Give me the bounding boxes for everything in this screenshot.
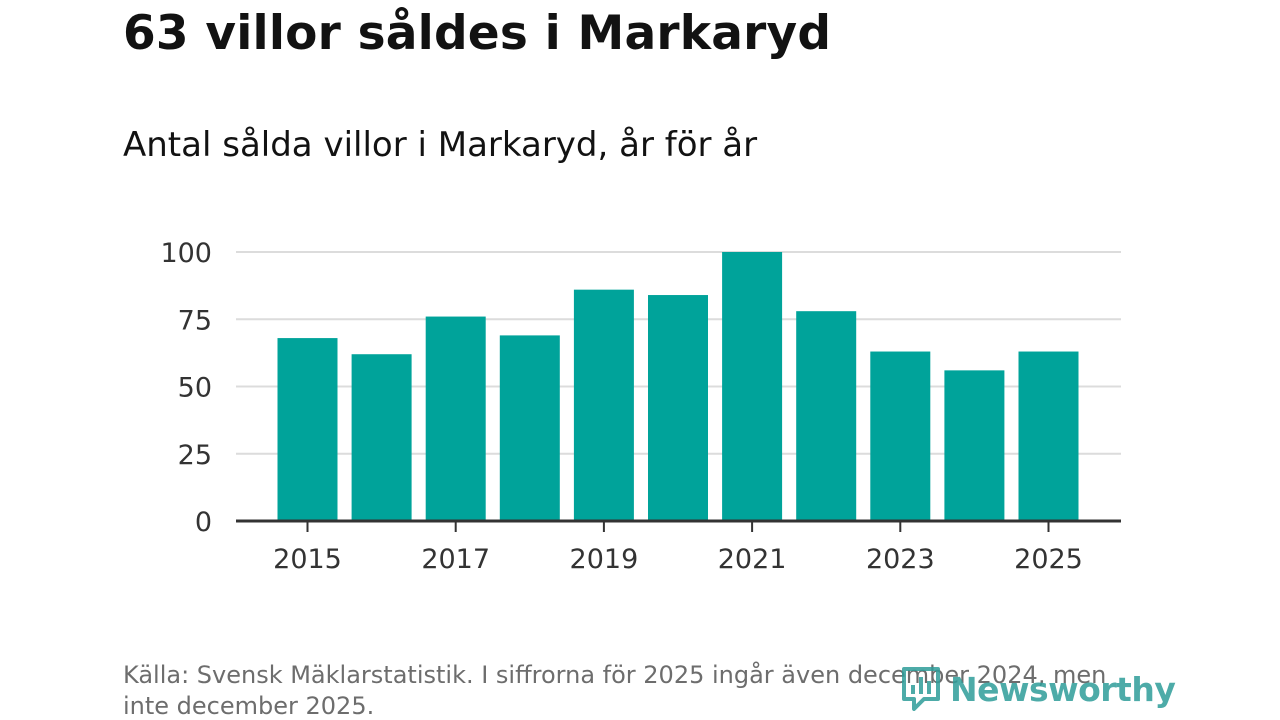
y-tick-label: 0 bbox=[195, 507, 212, 538]
x-tick-label: 2019 bbox=[570, 544, 639, 575]
bar-2015 bbox=[277, 338, 338, 521]
bar-2020 bbox=[648, 295, 708, 521]
x-tick-label: 2017 bbox=[421, 544, 490, 575]
bar-2019 bbox=[573, 289, 634, 521]
y-tick-label: 75 bbox=[178, 305, 212, 336]
source-note: Källa: Svensk Mäklarstatistik. I siffror… bbox=[123, 661, 1107, 720]
x-tick-label: 2021 bbox=[718, 544, 787, 575]
x-tick-label: 2025 bbox=[1014, 544, 1083, 575]
page-title: 63 villor såldes i Markaryd bbox=[123, 6, 832, 61]
newsworthy-logo-icon bbox=[902, 667, 940, 711]
bar-chart: 0 25 50 75 100 2015 2017 2019 2021 2023 2025 bbox=[160, 238, 1121, 575]
bar-2025 bbox=[1018, 351, 1079, 521]
y-tick-label: 50 bbox=[178, 373, 212, 404]
chart-subtitle: Antal sålda villor i Markaryd, år för år bbox=[123, 125, 758, 165]
x-tick-label: 2015 bbox=[273, 544, 342, 575]
logo-text: Newsworthy bbox=[950, 669, 1176, 709]
newsworthy-logo: Newsworthy bbox=[900, 667, 1176, 711]
bar-2017 bbox=[425, 316, 486, 521]
y-tick-label: 100 bbox=[160, 238, 212, 269]
bar-2022 bbox=[796, 311, 857, 521]
x-tick-label: 2023 bbox=[866, 544, 935, 575]
y-tick-label: 25 bbox=[178, 440, 212, 471]
bar-2016 bbox=[351, 354, 412, 521]
bar-2024 bbox=[944, 370, 1005, 521]
bar-2021 bbox=[722, 252, 783, 521]
bar-2023 bbox=[870, 351, 931, 521]
bar-2018 bbox=[499, 335, 560, 521]
